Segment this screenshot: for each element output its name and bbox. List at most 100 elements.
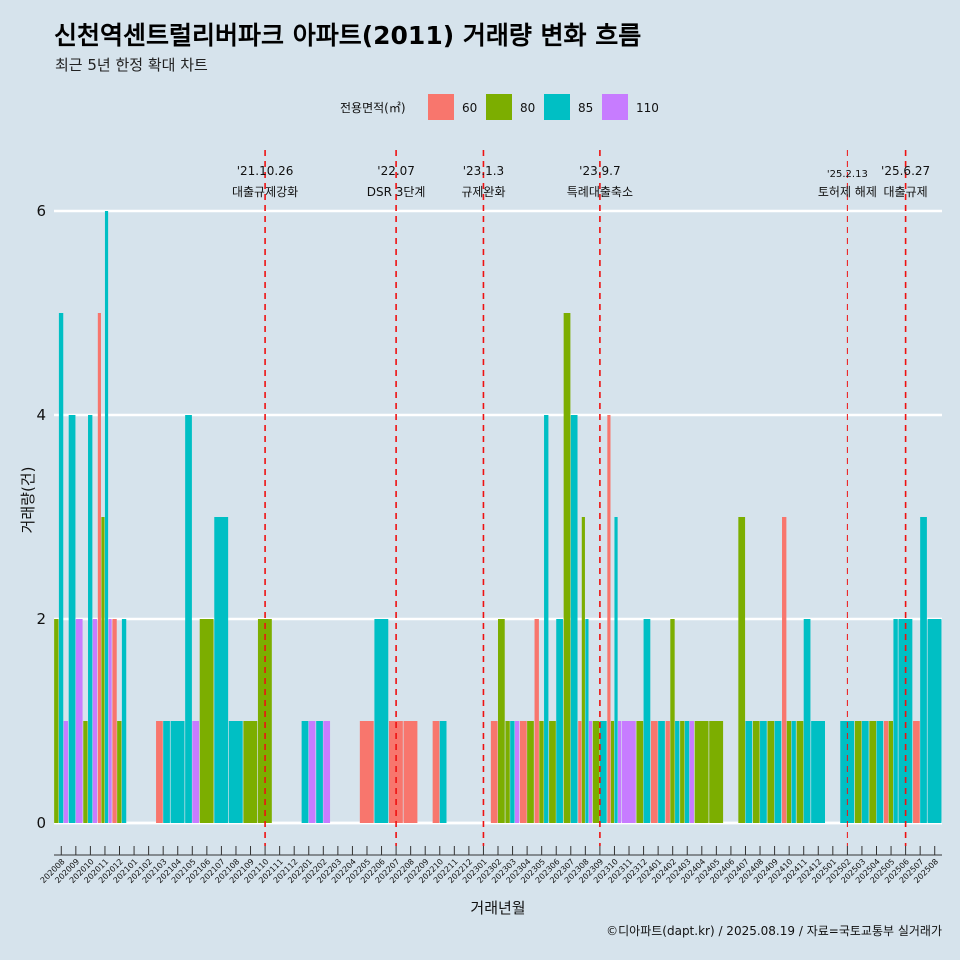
bar-202304-80 (527, 721, 534, 823)
event-label: 대출규제 (884, 185, 928, 199)
bar-202205-60 (359, 721, 374, 823)
bar-202201-85 (301, 721, 309, 823)
event-label: 토허제 해제 (818, 185, 877, 199)
bar-202503-85 (861, 721, 869, 823)
event-date: '23.9.7 (579, 164, 620, 178)
bar-202307-85 (570, 415, 578, 823)
bar-202408-80 (752, 721, 760, 823)
legend-label-85: 85 (578, 101, 593, 115)
event-label: 규제완화 (461, 185, 505, 199)
event-date: '25.2.13 (827, 169, 868, 180)
bar-202312-85 (643, 619, 651, 823)
legend-key-60 (428, 94, 454, 120)
bar-202310-80 (610, 721, 615, 823)
y-axis: 0 2 4 6 (36, 202, 46, 832)
y-axis-title: 거래량(건) (19, 467, 37, 534)
bar-202210-85 (439, 721, 447, 823)
bar-202403-80 (680, 721, 685, 823)
bar-202303-110 (514, 721, 520, 823)
caption: ©디아파트(dapt.kr) / 2025.08.19 / 자료=국토교통부 실… (606, 924, 942, 938)
bar-202008-80 (54, 619, 59, 823)
y-tick-label: 2 (36, 610, 46, 628)
bar-202210-60 (432, 721, 440, 823)
legend-label-80: 80 (520, 101, 535, 115)
bar-202309-85 (599, 721, 607, 823)
bar-202410-80 (786, 721, 792, 823)
bar-202105-110 (192, 721, 200, 823)
y-tick-label: 6 (36, 202, 46, 220)
bar-202407-80 (738, 517, 746, 823)
bar-202008-110 (63, 721, 69, 823)
bar-202504-85 (876, 721, 884, 823)
bar-202010-85 (88, 415, 93, 823)
bar-202305-60 (534, 619, 539, 823)
y-tick-label: 4 (36, 406, 46, 424)
x-axis: 2020082020092020102020112020122021012021… (39, 846, 942, 885)
bar-202309-80 (592, 721, 600, 823)
bar-202403-85 (684, 721, 690, 823)
legend-label-110: 110 (636, 101, 659, 115)
bar-202110-80 (257, 619, 272, 823)
event-label: 대출규제강화 (232, 185, 298, 199)
bar-202403-110 (689, 721, 694, 823)
bar-202106-80 (199, 619, 214, 823)
bar-202412-85 (811, 721, 825, 823)
bar-202411-80 (796, 721, 804, 823)
event-label: 특례대출축소 (567, 185, 633, 199)
bar-202402-60 (665, 721, 670, 823)
legend-key-110 (602, 94, 628, 120)
bar-202310-110 (618, 721, 622, 823)
y-tick-label: 0 (36, 814, 46, 832)
bar-202107-85 (214, 517, 229, 823)
event-date: '21.10.26 (237, 164, 294, 178)
bar-202011-60 (97, 313, 101, 823)
chart-title: 신천역센트럴리버파크 아파트(2011) 거래량 변화 흐름 (54, 21, 641, 50)
bar-202312-80 (636, 721, 644, 823)
bar-202407-85 (745, 721, 753, 823)
bar-202507-60 (913, 721, 920, 823)
bar-202504-80 (869, 721, 877, 823)
bar-202009-110 (75, 619, 83, 823)
bar-202405-80 (709, 721, 724, 823)
bar-202503-80 (854, 721, 862, 823)
chart-subtitle: 최근 5년 한정 확대 차트 (55, 56, 208, 74)
bar-202306-80 (549, 721, 556, 823)
legend-key-80 (486, 94, 512, 120)
bar-202109-80 (243, 721, 258, 823)
bar-202202-85 (316, 721, 323, 823)
bar-202505-60 (883, 721, 889, 823)
bar-202408-85 (760, 721, 767, 823)
bar-202201-110 (308, 721, 316, 823)
bar-202505-80 (888, 721, 894, 823)
bar-202303-80 (505, 721, 510, 823)
bar-202401-60 (650, 721, 658, 823)
bar-202410-60 (782, 517, 787, 823)
bar-202505-85 (893, 619, 898, 823)
bar-202306-85 (556, 619, 563, 823)
event-date: '25.6.27 (881, 164, 930, 178)
bar-202409-80 (767, 721, 775, 823)
bar-202402-85 (675, 721, 680, 823)
bar-202011-80 (101, 517, 105, 823)
bar-202308-60 (578, 721, 582, 823)
bar-202008-85 (58, 313, 64, 823)
bar-202305-80 (539, 721, 544, 823)
bar-202105-85 (185, 415, 192, 823)
bar-202104-85 (170, 721, 185, 823)
bar-202103-85 (163, 721, 170, 823)
bar-202506-85 (898, 619, 913, 823)
bar-202010-80 (83, 721, 88, 823)
bar-202012-80 (117, 721, 122, 823)
bar-202308-85 (585, 619, 589, 823)
bar-202404-80 (694, 721, 709, 823)
bar-202202-110 (323, 721, 331, 823)
bar-202108-85 (228, 721, 243, 823)
event-markers: '21.10.26 대출규제강화 '22.07 DSR 3단계 '23.1.3 규제완화 '… (232, 150, 930, 846)
bar-202010-110 (92, 619, 98, 823)
event-date: '23.1.3 (463, 164, 504, 178)
bar-202012-85 (121, 619, 127, 823)
bar-202310-60 (607, 415, 611, 823)
bar-202303-85 (510, 721, 515, 823)
bars (54, 211, 942, 823)
